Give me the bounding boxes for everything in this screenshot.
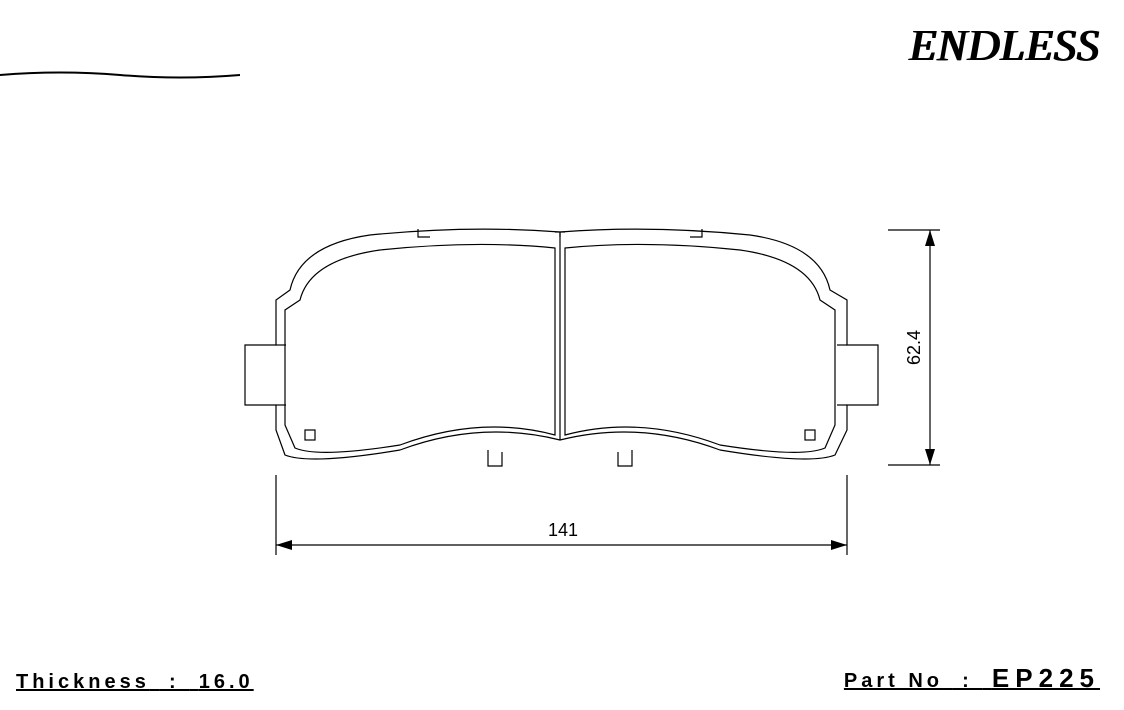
width-dimension-label: 141 bbox=[548, 520, 578, 541]
brake-pad-diagram bbox=[0, 0, 1124, 710]
thickness-label: Thickness bbox=[16, 671, 150, 693]
partno-label: Part No bbox=[844, 670, 943, 692]
thickness-annotation: Thickness : 16.0 bbox=[16, 671, 254, 694]
separator: : bbox=[953, 670, 983, 692]
partno-value: EP225 bbox=[992, 663, 1100, 693]
drawing-canvas: ENDLESS bbox=[0, 0, 1124, 710]
separator: : bbox=[159, 671, 189, 693]
height-dimension-label: 62.4 bbox=[904, 330, 925, 365]
partno-annotation: Part No : EP225 bbox=[844, 663, 1100, 694]
thickness-value: 16.0 bbox=[199, 671, 254, 693]
